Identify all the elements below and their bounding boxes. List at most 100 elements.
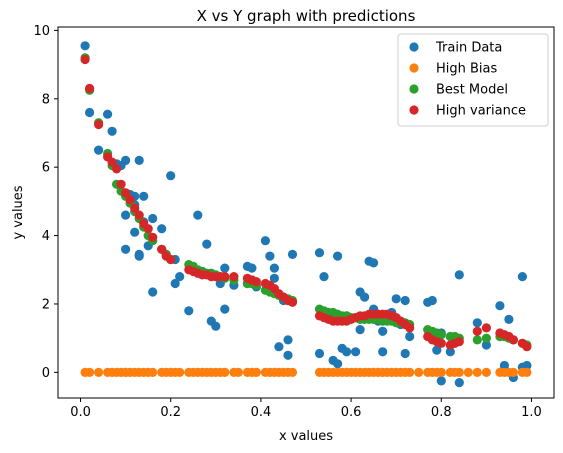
data-point (251, 277, 261, 287)
x-tick-label: 0.2 (160, 405, 181, 420)
legend-marker (409, 42, 419, 52)
y-tick-label: 8 (42, 92, 50, 107)
data-point (495, 301, 505, 311)
data-point (103, 109, 113, 119)
x-tick-label: 0.4 (251, 405, 272, 420)
data-point (481, 333, 491, 343)
data-point (436, 367, 446, 377)
legend: Train Data High Bias Best Model High varian… (397, 33, 549, 127)
legend-label: Train Data (435, 41, 502, 56)
data-point (436, 338, 446, 348)
data-point (522, 360, 532, 371)
data-point (85, 367, 95, 377)
data-point (121, 155, 131, 165)
data-point (378, 326, 388, 336)
data-point (481, 367, 491, 377)
y-tick-label: 10 (33, 24, 50, 39)
data-point (405, 323, 415, 333)
data-point (333, 251, 343, 261)
data-point (148, 232, 158, 242)
data-point (121, 210, 131, 220)
data-point (148, 213, 158, 224)
data-point (85, 83, 95, 94)
data-point (166, 171, 176, 181)
data-point (148, 287, 158, 297)
legend-label: High variance (436, 104, 526, 119)
x-tick-label: 0.8 (431, 405, 452, 420)
data-point (283, 335, 293, 345)
data-point (472, 335, 482, 345)
legend-label: Best Model (436, 83, 508, 98)
data-point (139, 191, 149, 201)
legend-label: High Bias (436, 62, 498, 77)
data-point (94, 119, 104, 130)
data-point (436, 376, 446, 386)
data-point (229, 272, 239, 282)
data-point (508, 335, 518, 345)
x-tick-label: 0.0 (70, 405, 91, 420)
data-point (220, 263, 230, 273)
data-point (504, 314, 514, 324)
data-point (351, 347, 361, 357)
data-point (400, 295, 410, 306)
x-axis-title: x values (279, 429, 333, 444)
chart-title: X vs Y graph with predictions (197, 7, 416, 25)
y-axis-title: y values (11, 185, 26, 239)
data-point (287, 367, 298, 377)
data-point (522, 342, 532, 352)
data-point (220, 272, 230, 282)
x-axis: 0.0 0.2 0.4 0.6 0.8 1.0 (70, 398, 542, 420)
y-tick-label: 6 (42, 161, 50, 176)
data-point (94, 145, 104, 155)
plot-marks (80, 41, 532, 388)
data-point (360, 292, 370, 302)
data-point (391, 294, 401, 304)
data-point (134, 210, 144, 220)
data-point (427, 295, 437, 306)
legend-marker (409, 105, 419, 115)
data-point (107, 126, 117, 136)
data-point (472, 367, 482, 377)
y-axis: 0 2 4 6 8 10 (33, 24, 58, 381)
y-tick-label: 2 (42, 297, 50, 312)
data-point (80, 41, 90, 51)
data-point (175, 367, 185, 377)
data-point (116, 179, 126, 189)
data-point (287, 297, 298, 307)
series-3 (80, 54, 532, 352)
data-point (355, 325, 365, 335)
data-point (269, 273, 279, 283)
data-point (125, 195, 135, 205)
data-point (432, 345, 442, 355)
data-point (94, 367, 104, 377)
data-point (342, 347, 352, 357)
data-point (134, 249, 144, 259)
data-point (193, 210, 203, 220)
data-point (121, 188, 131, 198)
data-point (112, 164, 122, 174)
y-tick-label: 4 (42, 229, 50, 244)
data-point (157, 244, 167, 254)
data-point (130, 227, 140, 237)
data-point (130, 203, 140, 213)
data-point (184, 306, 194, 316)
legend-marker (409, 63, 419, 73)
data-point (269, 263, 279, 273)
data-point (251, 367, 261, 377)
data-point (499, 360, 509, 371)
data-point (211, 321, 221, 331)
data-point (287, 249, 298, 259)
data-point (405, 367, 415, 377)
data-point (134, 155, 144, 165)
data-point (283, 350, 293, 360)
data-point (378, 347, 388, 357)
data-point (314, 248, 325, 258)
data-point (463, 367, 473, 377)
series-1 (80, 367, 532, 377)
plot-frame (57, 26, 555, 399)
data-point (400, 348, 410, 359)
data-point (247, 263, 257, 273)
data-point (319, 272, 329, 282)
data-point (80, 54, 90, 65)
